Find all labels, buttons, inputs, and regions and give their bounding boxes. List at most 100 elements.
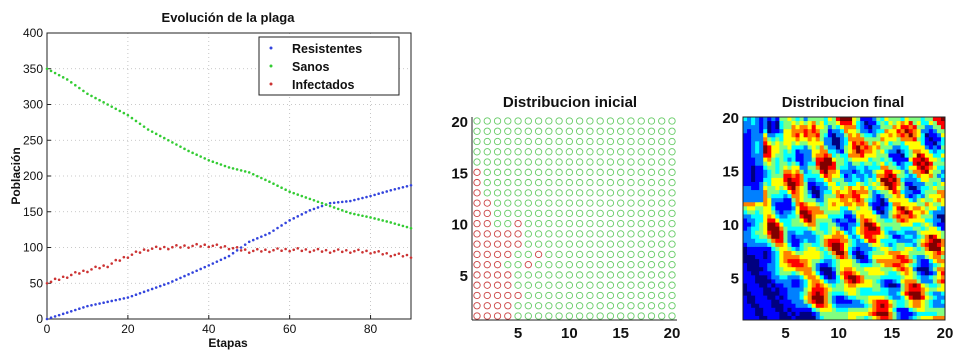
heatmap-cell [767, 121, 772, 126]
heatmap-cell [823, 287, 829, 292]
cell-marker [606, 148, 615, 156]
heatmap-cell [888, 202, 893, 207]
heatmap-cell [835, 234, 841, 240]
heatmap-cell [880, 295, 885, 301]
heatmap-cell [767, 153, 772, 158]
data-point [207, 245, 211, 249]
heatmap-cell [876, 250, 881, 256]
heatmap-cell [844, 206, 849, 211]
heatmap-cell [787, 250, 792, 256]
heatmap-cell [864, 141, 869, 146]
heatmap-cell [835, 279, 841, 284]
heatmap-cell [928, 311, 934, 317]
data-point [381, 191, 384, 194]
heatmap-cell [823, 238, 829, 244]
heatmap-cell [908, 169, 914, 175]
heatmap-cell [775, 263, 780, 268]
heatmap-cell [888, 263, 893, 268]
cell-marker [586, 312, 594, 320]
cell-marker [586, 148, 594, 156]
cell-marker [534, 137, 543, 146]
data-point [292, 248, 296, 252]
heatmap-cell [896, 246, 901, 252]
heatmap-cell [755, 121, 760, 126]
heatmap-cell [892, 222, 897, 228]
heatmap-cell [920, 234, 926, 240]
heatmap-cell [928, 198, 934, 203]
heatmap-cell [763, 234, 768, 240]
heatmap-cell [755, 186, 760, 191]
heatmap-cell [767, 129, 772, 134]
heatmap-cell [779, 218, 784, 223]
heatmap-cell [767, 226, 772, 232]
heatmap-cell [751, 242, 756, 248]
heatmap-cell [924, 291, 930, 297]
cell-marker [575, 127, 584, 135]
heatmap-cell [779, 283, 784, 288]
heatmap-cell [743, 259, 748, 264]
heatmap-cell [888, 153, 893, 158]
heatmap-cell [779, 137, 784, 142]
heatmap-cell [876, 234, 881, 240]
heatmap-cell [799, 315, 804, 321]
cell-marker [514, 158, 522, 166]
data-point [53, 315, 57, 318]
heatmap-cell [823, 279, 829, 284]
heatmap-cell [932, 246, 938, 252]
heatmap-cell [900, 255, 905, 260]
cell-marker [658, 250, 666, 259]
heatmap-cell [860, 149, 865, 154]
heatmap-cell [771, 291, 776, 297]
heatmap-cell [872, 299, 877, 305]
heatmap-cell [936, 267, 942, 272]
data-point [179, 246, 182, 249]
cell-marker [493, 199, 502, 207]
heatmap-cell [856, 250, 861, 256]
heatmap-cell [759, 173, 764, 179]
heatmap-cell [912, 307, 918, 313]
heatmap-cell [892, 169, 897, 175]
heatmap-cell [904, 141, 910, 146]
heatmap-cell [916, 299, 922, 305]
heatmap-cell [848, 275, 853, 280]
cell-marker [637, 168, 645, 176]
cell-marker [617, 209, 625, 218]
heatmap-cell [791, 259, 796, 264]
heatmap-cell [767, 145, 772, 150]
heatmap-cell [940, 194, 946, 199]
heatmap-cell [888, 186, 893, 191]
heatmap-cell [819, 186, 825, 191]
heatmap-cell [823, 303, 829, 309]
cell-marker [658, 219, 666, 228]
heatmap-cell [775, 198, 780, 203]
heatmap-cell [747, 117, 752, 122]
heatmap-cell [783, 177, 788, 183]
cell-marker [596, 127, 604, 135]
heatmap-cell [811, 157, 817, 163]
data-point [69, 273, 73, 277]
cell-marker [668, 219, 676, 228]
heatmap-cell [924, 303, 930, 309]
heatmap-cell [844, 234, 849, 240]
heatmap-cell [936, 129, 942, 134]
heatmap-cell [831, 295, 837, 301]
data-point [162, 245, 166, 249]
heatmap-cell [787, 311, 792, 317]
heatmap-cell [839, 129, 845, 134]
heatmap-cell [803, 255, 809, 260]
cell-marker [575, 302, 584, 310]
heatmap-cell [844, 255, 849, 260]
heatmap-cell [924, 267, 930, 272]
heatmap-cell [848, 226, 853, 232]
heatmap-cell [755, 242, 760, 248]
heatmap-cell [916, 246, 922, 252]
heatmap-cell [783, 271, 788, 276]
heatmap-cell [827, 117, 833, 122]
data-point [199, 155, 202, 158]
heatmap-cell [888, 222, 893, 228]
heatmap-cell [827, 218, 833, 223]
heatmap-cell [771, 165, 776, 171]
heatmap-cell [912, 230, 918, 236]
heatmap-cell [783, 161, 788, 167]
heatmap-cell [928, 267, 934, 272]
